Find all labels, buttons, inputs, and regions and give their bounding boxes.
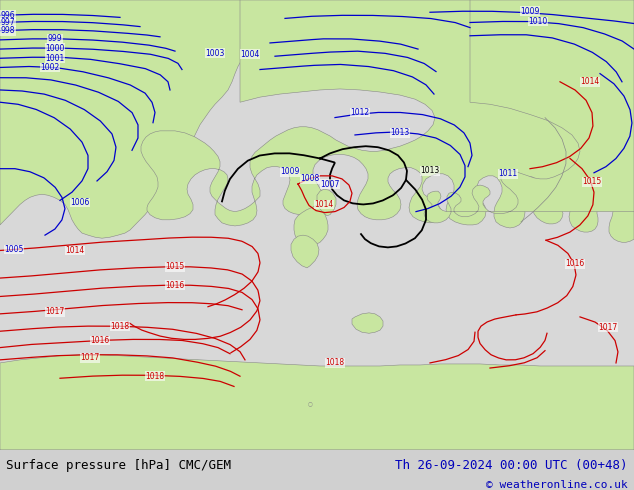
Polygon shape xyxy=(291,235,319,268)
Polygon shape xyxy=(0,0,320,238)
Text: 1015: 1015 xyxy=(165,262,184,271)
Polygon shape xyxy=(0,355,634,450)
Text: 997: 997 xyxy=(1,18,15,27)
Text: 1007: 1007 xyxy=(320,179,340,189)
Text: 1003: 1003 xyxy=(205,49,224,58)
Text: 1018: 1018 xyxy=(325,358,344,368)
Text: 1016: 1016 xyxy=(566,259,585,268)
Polygon shape xyxy=(352,313,383,333)
Text: 1014: 1014 xyxy=(580,77,600,86)
Text: ○: ○ xyxy=(307,401,313,406)
Text: 1009: 1009 xyxy=(280,167,300,176)
Text: 999: 999 xyxy=(48,34,62,43)
Text: Th 26-09-2024 00:00 UTC (00+48): Th 26-09-2024 00:00 UTC (00+48) xyxy=(395,460,628,472)
Text: © weatheronline.co.uk: © weatheronline.co.uk xyxy=(486,480,628,490)
Text: 1014: 1014 xyxy=(314,200,333,209)
Text: 1005: 1005 xyxy=(4,245,23,254)
Text: 1013: 1013 xyxy=(391,128,410,137)
Polygon shape xyxy=(0,368,634,450)
Text: 1016: 1016 xyxy=(91,336,110,345)
Text: 1000: 1000 xyxy=(45,44,65,52)
Text: 1014: 1014 xyxy=(65,246,84,255)
Text: Surface pressure [hPa] CMC/GEM: Surface pressure [hPa] CMC/GEM xyxy=(6,460,231,472)
Text: 1012: 1012 xyxy=(351,108,370,117)
Text: 1017: 1017 xyxy=(81,353,100,362)
Text: 1011: 1011 xyxy=(498,169,517,178)
Text: 1010: 1010 xyxy=(528,17,548,26)
Text: 1004: 1004 xyxy=(240,49,260,59)
Text: 1018: 1018 xyxy=(110,321,129,331)
Text: 1015: 1015 xyxy=(583,177,602,187)
Text: 1017: 1017 xyxy=(46,307,65,317)
Text: 1002: 1002 xyxy=(41,63,60,72)
Text: 1016: 1016 xyxy=(165,281,184,290)
Text: 1008: 1008 xyxy=(301,174,320,183)
Text: 996: 996 xyxy=(1,11,15,20)
Text: 1017: 1017 xyxy=(598,322,618,332)
Text: 1013: 1013 xyxy=(420,166,439,175)
Text: 1001: 1001 xyxy=(46,54,65,63)
Text: 1018: 1018 xyxy=(145,372,165,381)
Polygon shape xyxy=(294,204,328,245)
Text: 1009: 1009 xyxy=(521,7,540,16)
Text: 1006: 1006 xyxy=(70,198,89,207)
Polygon shape xyxy=(424,0,634,223)
Polygon shape xyxy=(141,0,634,242)
Text: 998: 998 xyxy=(1,26,15,35)
Polygon shape xyxy=(317,189,336,216)
